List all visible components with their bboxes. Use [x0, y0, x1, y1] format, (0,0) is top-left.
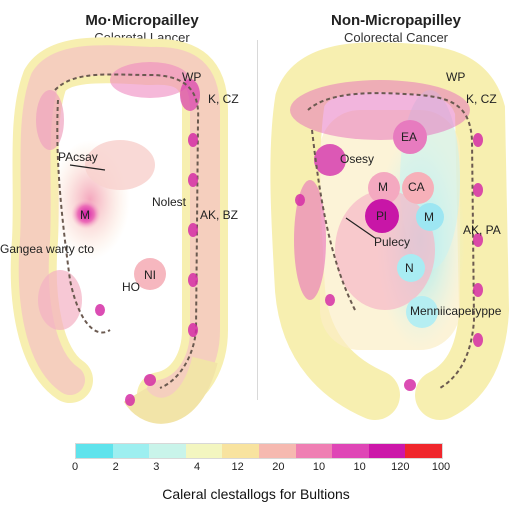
color-scale-swatch — [332, 444, 369, 458]
color-scale-bar — [75, 443, 443, 459]
color-scale-swatch — [185, 444, 223, 458]
right-label-pulecy: Pulecy — [374, 235, 411, 249]
color-scale-tick-label: 20 — [272, 461, 285, 473]
left-label-ak-bz: AK, BZ — [200, 208, 239, 222]
left-colon — [10, 37, 228, 424]
color-scale-tick-label: 100 — [431, 461, 451, 473]
left-pointer-line — [69, 164, 106, 171]
left-label-ni: NI — [144, 268, 156, 282]
left-hotspot-m — [71, 199, 101, 229]
left-label-m: M — [80, 208, 90, 222]
color-scale-swatch — [368, 444, 406, 458]
right-label-n: N — [405, 261, 414, 275]
left-label-k-cz: K, CZ — [208, 92, 239, 106]
right-panel-title: Non-Micropapilley — [330, 12, 461, 29]
color-scale-swatch — [112, 444, 150, 458]
color-scale-tick-label: 3 — [153, 461, 160, 473]
color-scale-tick-label: 10 — [312, 461, 326, 473]
right-label-wp: WP — [446, 70, 466, 84]
left-label-ho: HO — [122, 280, 140, 294]
right-label-m-cyan: M — [424, 210, 434, 224]
color-scale-swatch — [76, 444, 113, 458]
right-pointer-line — [345, 217, 376, 239]
panel-divider — [257, 40, 258, 400]
right-label-pl: Pl — [376, 209, 387, 223]
left-label-pacsay: PAcsay — [58, 150, 98, 164]
color-scale-swatch — [258, 444, 296, 458]
right-label-ak-pa: AK, PA — [463, 223, 501, 237]
right-panel-subtitle: Colorectal Cancer — [343, 30, 449, 45]
left-label-gangea: Gangea warty cto — [0, 242, 95, 256]
right-label-ea: EA — [401, 130, 418, 144]
color-scale-tick-label: 2 — [112, 461, 119, 473]
right-colon — [270, 42, 510, 420]
color-scale-tick-label: 120 — [391, 461, 410, 473]
right-label-m-top: M — [378, 180, 388, 194]
right-label-menniicaperyppe: Menniicaperyppe — [410, 304, 502, 318]
color-scale-tick-label: 12 — [231, 461, 244, 473]
colon-heatmap-illustration — [10, 37, 510, 424]
left-panel-title: Mo·Micropailley — [85, 12, 199, 29]
color-scale-swatch — [222, 444, 259, 458]
color-scale-tick-label: 4 — [193, 461, 201, 473]
color-scale-swatch — [405, 444, 442, 458]
right-label-k-cz: K, CZ — [466, 92, 497, 106]
color-scale-swatch — [149, 444, 186, 458]
right-label-osesy: Osesy — [340, 152, 375, 166]
color-scale-title: Caleral clestallogs for Bultions — [162, 486, 350, 502]
color-scale-ticks: 0 2 3 4 12 20 10 10 120 100 — [60, 461, 456, 475]
left-label-wp: WP — [182, 70, 202, 84]
color-scale-tick-label: 0 — [71, 461, 79, 473]
right-label-ca: CA — [408, 180, 425, 194]
color-scale-tick-label: 10 — [353, 461, 366, 473]
left-label-nolest: Nolest — [152, 195, 187, 209]
color-scale-swatch — [295, 444, 333, 458]
